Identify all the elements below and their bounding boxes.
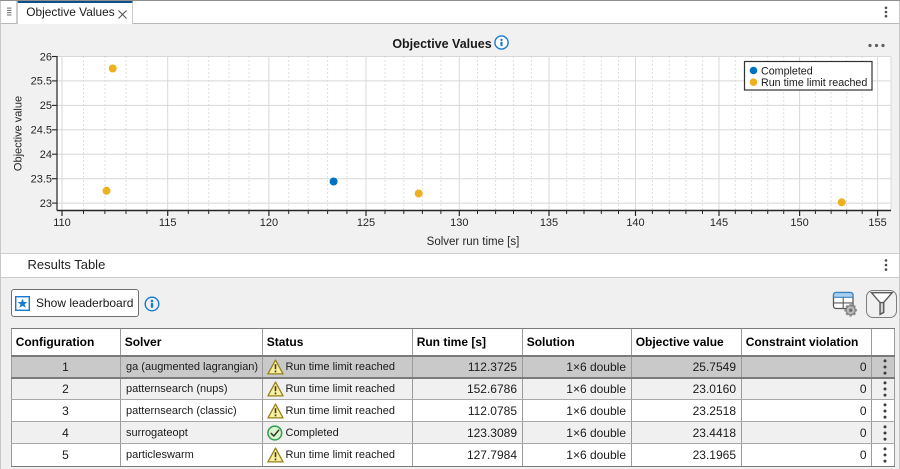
svg-text:26: 26 xyxy=(40,51,52,63)
svg-text:24: 24 xyxy=(40,149,52,161)
svg-text:145: 145 xyxy=(710,217,728,229)
svg-text:24.5: 24.5 xyxy=(31,125,52,137)
svg-text:130: 130 xyxy=(450,217,468,229)
svg-text:115: 115 xyxy=(159,217,177,229)
svg-text:23.5: 23.5 xyxy=(31,174,52,186)
svg-text:25: 25 xyxy=(40,100,52,112)
svg-text:140: 140 xyxy=(626,217,644,229)
svg-text:135: 135 xyxy=(540,217,558,229)
svg-text:Objective value: Objective value xyxy=(13,96,25,171)
svg-text:Run time limit reached: Run time limit reached xyxy=(761,77,867,89)
svg-text:Completed: Completed xyxy=(761,65,813,77)
svg-text:23: 23 xyxy=(40,198,52,210)
svg-text:25.5: 25.5 xyxy=(31,76,52,88)
svg-text:155: 155 xyxy=(868,217,886,229)
svg-text:Solver run time [s]: Solver run time [s] xyxy=(427,236,520,248)
svg-text:120: 120 xyxy=(260,217,278,229)
svg-text:110: 110 xyxy=(53,217,71,229)
svg-text:125: 125 xyxy=(357,217,375,229)
svg-text:Objective Values: Objective Values xyxy=(392,37,491,51)
svg-text:150: 150 xyxy=(790,217,808,229)
